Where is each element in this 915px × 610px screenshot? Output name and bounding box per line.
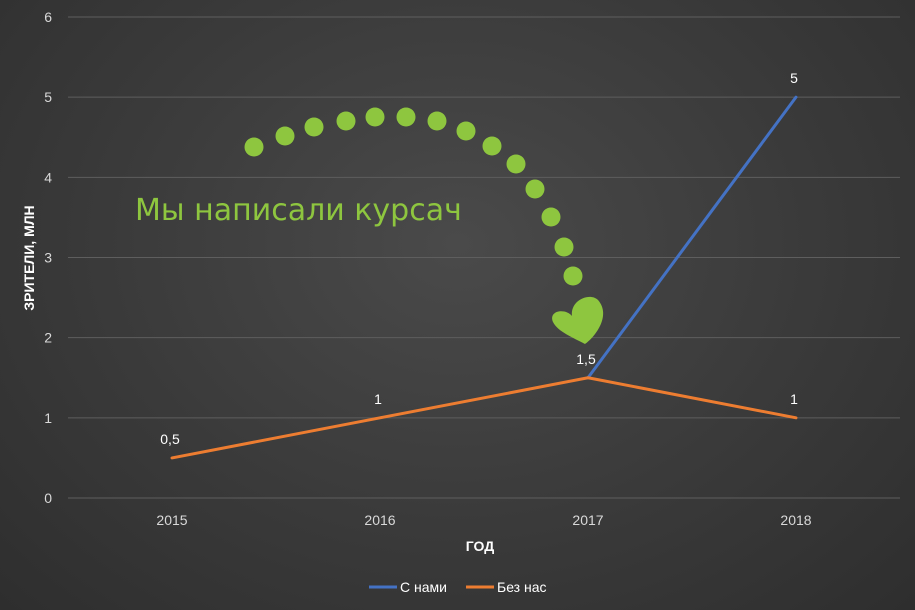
y-tick-label: 3 bbox=[44, 250, 52, 266]
legend-label: Без нас bbox=[497, 579, 547, 595]
annotation-dot bbox=[554, 237, 574, 257]
legend-item: Без нас bbox=[466, 579, 547, 595]
annotation-dot bbox=[563, 266, 583, 286]
data-labels: 5 0,5 1 1,5 1 bbox=[160, 70, 798, 447]
y-tick-label: 5 bbox=[44, 89, 52, 105]
y-tick-label: 2 bbox=[44, 330, 52, 346]
annotation-text: Мы написали курсач bbox=[135, 193, 462, 228]
y-axis-title: ЗРИТЕЛИ, МЛН bbox=[21, 205, 37, 310]
annotation-dot bbox=[365, 107, 385, 127]
data-label: 1 bbox=[374, 391, 382, 407]
annotation-dot bbox=[541, 207, 561, 227]
legend-item: С нами bbox=[369, 579, 447, 595]
data-label: 5 bbox=[790, 70, 798, 86]
series-line bbox=[586, 95, 798, 380]
annotation-dot bbox=[482, 136, 502, 156]
x-axis-title: ГОД bbox=[466, 538, 494, 554]
y-tick-label: 6 bbox=[44, 9, 52, 25]
series-line bbox=[170, 376, 798, 460]
annotation-arrow bbox=[244, 107, 604, 344]
annotation-dot bbox=[244, 137, 264, 157]
data-label: 1,5 bbox=[576, 351, 596, 367]
legend-label: С нами bbox=[400, 579, 447, 595]
gridlines bbox=[68, 16, 900, 499]
annotation-dot bbox=[525, 179, 545, 199]
data-label: 0,5 bbox=[160, 431, 180, 447]
annotation-dot bbox=[336, 111, 356, 131]
y-tick-label: 4 bbox=[44, 169, 52, 185]
y-axis-ticks: 0 1 2 3 4 5 6 bbox=[44, 9, 52, 506]
x-axis-ticks: 2015 2016 2017 2018 bbox=[156, 512, 811, 528]
annotation-dot bbox=[456, 121, 476, 141]
annotation-dot bbox=[304, 117, 324, 137]
annotation-arrowhead bbox=[552, 296, 604, 344]
data-label: 1 bbox=[790, 391, 798, 407]
x-tick-label: 2018 bbox=[780, 512, 811, 528]
x-tick-label: 2015 bbox=[156, 512, 187, 528]
series-lines bbox=[170, 95, 798, 460]
annotation-dot bbox=[396, 107, 416, 127]
y-tick-label: 1 bbox=[44, 410, 52, 426]
x-tick-label: 2017 bbox=[572, 512, 603, 528]
annotation-dot bbox=[506, 154, 526, 174]
annotation-dot bbox=[275, 126, 295, 146]
annotation-dot bbox=[427, 111, 447, 131]
x-tick-label: 2016 bbox=[364, 512, 395, 528]
y-tick-label: 0 bbox=[44, 490, 52, 506]
legend: С нами Без нас bbox=[369, 579, 547, 595]
